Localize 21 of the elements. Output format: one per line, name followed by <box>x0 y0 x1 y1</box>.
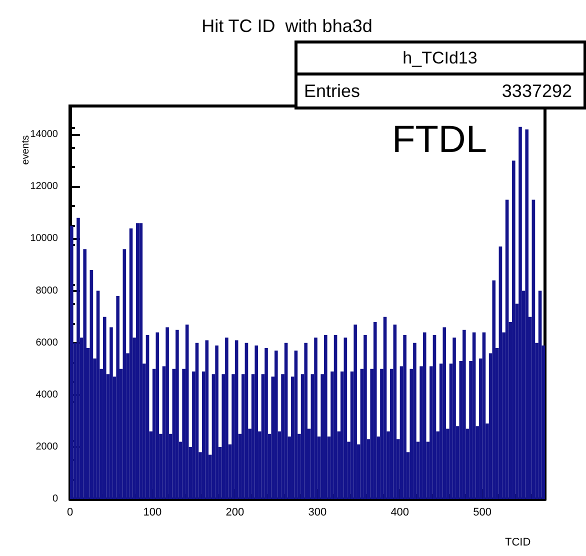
y-tick-label: 8000 <box>36 285 58 296</box>
text: 3337292 <box>502 81 572 101</box>
y-tick-label: 4000 <box>36 389 58 400</box>
y-tick-label: 14000 <box>30 129 58 140</box>
x-tick-label: 300 <box>308 506 327 518</box>
y-tick-label: 2000 <box>36 441 58 452</box>
x-tick-label: 200 <box>226 506 244 518</box>
x-tick-label: 500 <box>473 506 492 518</box>
chart-title: Hit TC ID with bha3d <box>202 16 372 36</box>
text: Entries <box>304 81 360 101</box>
x-axis-title: TCID <box>505 536 531 548</box>
y-tick-label: 12000 <box>30 181 58 192</box>
y-tick-label: 6000 <box>36 337 58 348</box>
x-tick-label: 400 <box>390 506 410 518</box>
y-tick-label: 0 <box>52 494 58 504</box>
text: h_TCId13 <box>402 48 478 68</box>
x-tick-label: 0 <box>66 506 74 518</box>
x-tick-label: 100 <box>143 506 162 518</box>
y-axis-title: events <box>20 135 32 165</box>
y-tick-label: 10000 <box>30 233 58 244</box>
annotation: FTDL <box>392 119 487 161</box>
